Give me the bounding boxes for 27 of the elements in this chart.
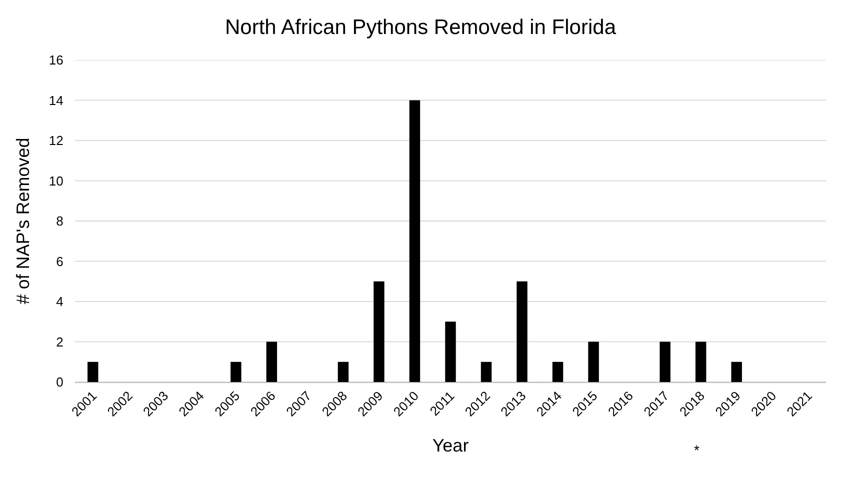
- bar: [552, 362, 564, 382]
- y-tick-label: 12: [48, 133, 64, 148]
- y-tick-label: 8: [56, 214, 64, 229]
- y-tick-label: 10: [48, 173, 64, 188]
- bar: [731, 362, 742, 382]
- bar: [374, 281, 384, 382]
- bar: [88, 362, 98, 382]
- y-tick-label: 0: [56, 374, 64, 390]
- bar: [266, 342, 278, 382]
- bar: [695, 342, 706, 382]
- y-tick-label: 2: [56, 334, 64, 350]
- y-tick-label: 6: [56, 254, 64, 269]
- y-tick-label: 14: [48, 92, 64, 108]
- bar: [230, 362, 242, 382]
- bar: [409, 100, 420, 382]
- y-tick-label: 16: [48, 52, 64, 68]
- bar: [480, 362, 492, 382]
- bar: [588, 342, 599, 382]
- y-axis-title: # of NAP's Removed: [13, 138, 33, 304]
- x-axis-title: Year: [432, 435, 469, 456]
- chart-title: North African Pythons Removed in Florida: [224, 16, 616, 39]
- text: *: [694, 442, 700, 458]
- bar: [516, 281, 528, 382]
- bar: [445, 322, 456, 382]
- bar: [660, 342, 670, 382]
- y-tick-label: 4: [56, 294, 64, 310]
- bar: [338, 362, 349, 382]
